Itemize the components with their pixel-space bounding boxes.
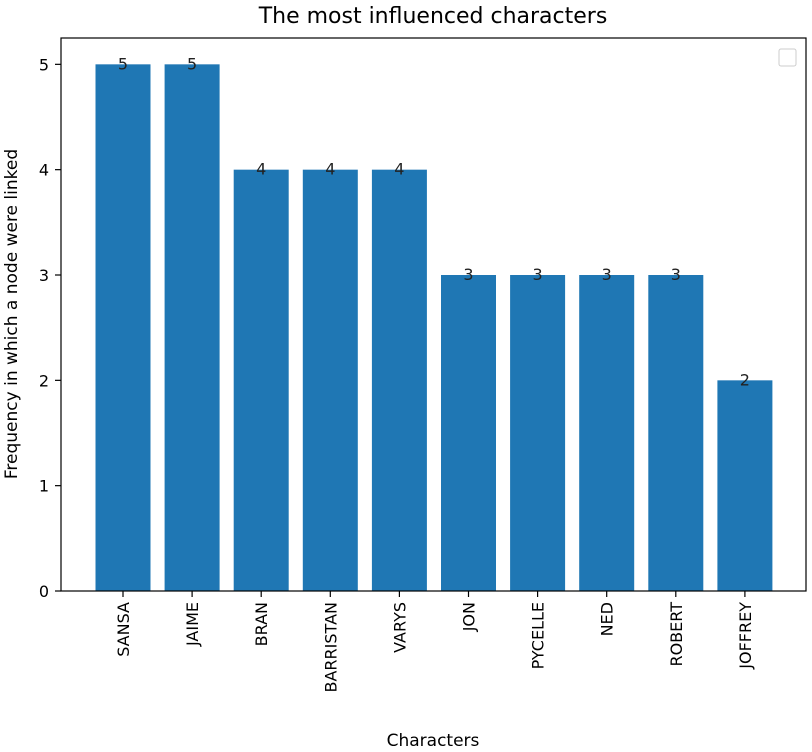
bar-ned — [579, 275, 635, 591]
y-tick-label: 1 — [39, 477, 49, 496]
bar-varys — [371, 169, 427, 591]
bar-pycelle — [510, 275, 566, 591]
y-tick-label: 4 — [39, 161, 49, 180]
data-label: 3 — [602, 265, 612, 284]
data-label: 3 — [671, 265, 681, 284]
y-axis: 0 1 2 3 4 5 — [39, 55, 61, 601]
x-tick-label: VARYS — [390, 602, 409, 653]
bar-sansa — [95, 64, 151, 592]
bar-robert — [648, 275, 704, 591]
data-labels-group: 5 5 4 4 4 3 3 3 3 2 — [118, 54, 750, 389]
x-tick-label: ROBERT — [667, 602, 686, 667]
x-axis: SANSA JAIME BRAN BARRISTAN VARYS JON PYCELLE NE… — [114, 591, 755, 692]
data-label: 2 — [740, 370, 750, 389]
x-tick-label: JON — [460, 602, 479, 632]
y-axis-label: Frequency in which a node were linked — [2, 149, 22, 479]
x-tick-label: JAIME — [183, 602, 202, 647]
bar-joffrey — [717, 380, 773, 591]
data-label: 4 — [325, 160, 335, 179]
data-label: 4 — [256, 160, 266, 179]
data-label: 4 — [394, 160, 404, 179]
plot-frame — [60, 37, 807, 592]
data-label: 3 — [533, 265, 543, 284]
chart-title: The most influenced characters — [258, 4, 608, 29]
y-tick-label: 2 — [39, 371, 49, 390]
legend-box — [778, 48, 797, 67]
data-label: 5 — [118, 54, 128, 73]
bar-bran — [233, 169, 289, 591]
y-tick-label: 5 — [39, 55, 49, 74]
x-axis-label: Characters — [387, 731, 480, 751]
bars-group — [95, 64, 773, 592]
x-tick-label: PYCELLE — [529, 602, 548, 669]
bar-jon — [441, 275, 496, 591]
bar-jaime — [164, 64, 220, 592]
data-label: 5 — [187, 54, 197, 73]
x-tick-label: BARRISTAN — [321, 602, 340, 692]
x-tick-label: NED — [598, 602, 617, 636]
x-tick-label: BRAN — [252, 602, 271, 646]
x-tick-label: JOFFREY — [736, 602, 755, 670]
data-label: 3 — [463, 265, 473, 284]
x-tick-label: SANSA — [114, 602, 133, 657]
bar-barristan — [302, 169, 358, 591]
y-tick-label: 0 — [39, 582, 49, 601]
y-tick-label: 3 — [39, 266, 49, 285]
